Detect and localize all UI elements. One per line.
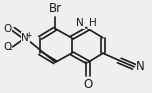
Text: Br: Br [49, 2, 62, 15]
Text: N: N [76, 18, 84, 28]
Text: O: O [3, 42, 11, 52]
Text: O: O [83, 78, 93, 91]
Text: N: N [136, 60, 145, 73]
Text: O: O [3, 24, 11, 34]
Text: −: − [5, 45, 12, 54]
Text: +: + [25, 31, 32, 40]
Text: N: N [21, 33, 29, 43]
Text: H: H [89, 18, 96, 28]
